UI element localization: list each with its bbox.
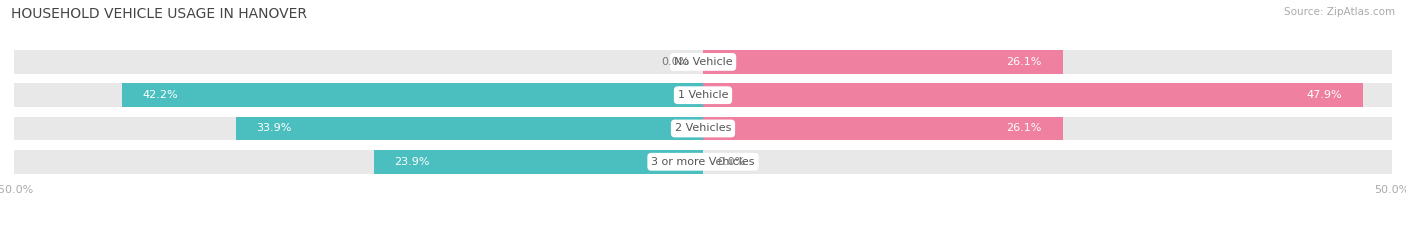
Bar: [14, 83, 1392, 107]
Text: 3 or more Vehicles: 3 or more Vehicles: [651, 157, 755, 167]
Bar: [703, 50, 1063, 74]
Bar: [14, 116, 1392, 140]
Text: 26.1%: 26.1%: [1007, 123, 1042, 134]
Bar: [703, 83, 1362, 107]
Text: 0.0%: 0.0%: [717, 157, 745, 167]
Bar: [14, 50, 1392, 74]
Text: Source: ZipAtlas.com: Source: ZipAtlas.com: [1284, 7, 1395, 17]
Text: HOUSEHOLD VEHICLE USAGE IN HANOVER: HOUSEHOLD VEHICLE USAGE IN HANOVER: [11, 7, 308, 21]
Bar: [14, 150, 1392, 174]
Text: 2 Vehicles: 2 Vehicles: [675, 123, 731, 134]
Bar: [121, 83, 703, 107]
Bar: [703, 116, 1063, 140]
Bar: [236, 116, 703, 140]
Text: No Vehicle: No Vehicle: [673, 57, 733, 67]
Text: 23.9%: 23.9%: [394, 157, 430, 167]
Text: 0.0%: 0.0%: [661, 57, 689, 67]
Text: 47.9%: 47.9%: [1306, 90, 1343, 100]
Bar: [374, 150, 703, 174]
Text: 33.9%: 33.9%: [256, 123, 292, 134]
Text: 42.2%: 42.2%: [142, 90, 177, 100]
Legend: Owner-occupied, Renter-occupied: Owner-occupied, Renter-occupied: [583, 230, 823, 233]
Text: 26.1%: 26.1%: [1007, 57, 1042, 67]
Text: 1 Vehicle: 1 Vehicle: [678, 90, 728, 100]
